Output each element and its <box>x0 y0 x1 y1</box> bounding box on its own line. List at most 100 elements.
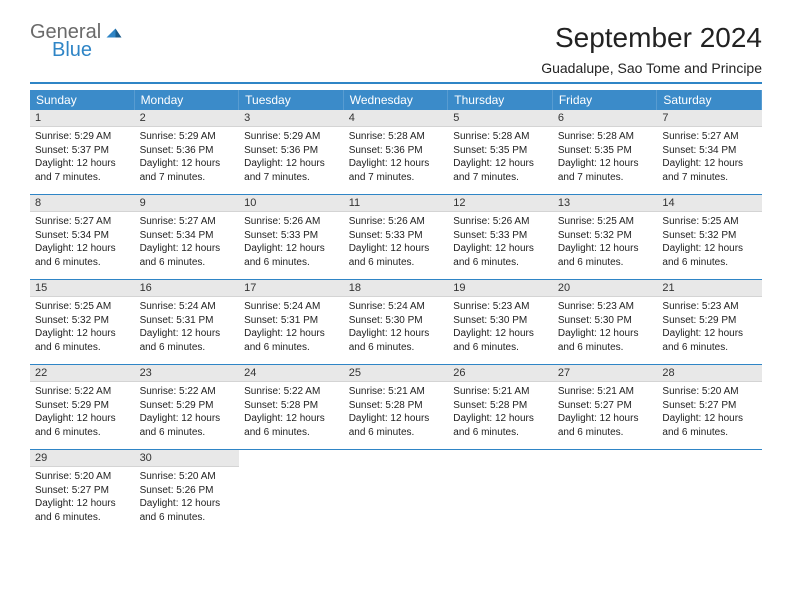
logo-triangle-icon <box>103 24 125 42</box>
sunset-text: Sunset: 5:34 PM <box>140 229 235 243</box>
sunset-text: Sunset: 5:29 PM <box>140 399 235 413</box>
sunrise-text: Sunrise: 5:29 AM <box>35 130 130 144</box>
sunset-text: Sunset: 5:36 PM <box>244 144 339 158</box>
day-cell: 27Sunrise: 5:21 AMSunset: 5:27 PMDayligh… <box>553 365 658 447</box>
day-number: 29 <box>30 450 135 467</box>
dayname-sunday: Sunday <box>30 90 135 110</box>
logo-text-blue: Blue <box>30 40 101 60</box>
daylight-text: Daylight: 12 hours and 7 minutes. <box>244 157 339 184</box>
sunrise-text: Sunrise: 5:23 AM <box>453 300 548 314</box>
day-cell: .. <box>239 450 344 532</box>
sunset-text: Sunset: 5:34 PM <box>35 229 130 243</box>
sunset-text: Sunset: 5:31 PM <box>140 314 235 328</box>
sunset-text: Sunset: 5:31 PM <box>244 314 339 328</box>
day-body: Sunrise: 5:26 AMSunset: 5:33 PMDaylight:… <box>448 212 553 277</box>
day-number: 6 <box>553 110 658 127</box>
daylight-text: Daylight: 12 hours and 6 minutes. <box>558 412 653 439</box>
day-number: 24 <box>239 365 344 382</box>
sunset-text: Sunset: 5:27 PM <box>35 484 130 498</box>
day-number: 17 <box>239 280 344 297</box>
day-cell: 9Sunrise: 5:27 AMSunset: 5:34 PMDaylight… <box>135 195 240 277</box>
day-cell: 7Sunrise: 5:27 AMSunset: 5:34 PMDaylight… <box>657 110 762 192</box>
week-row: 8Sunrise: 5:27 AMSunset: 5:34 PMDaylight… <box>30 195 762 277</box>
sunrise-text: Sunrise: 5:21 AM <box>558 385 653 399</box>
daylight-text: Daylight: 12 hours and 6 minutes. <box>662 412 757 439</box>
sunrise-text: Sunrise: 5:28 AM <box>349 130 444 144</box>
day-body: Sunrise: 5:24 AMSunset: 5:31 PMDaylight:… <box>239 297 344 362</box>
daylight-text: Daylight: 12 hours and 7 minutes. <box>662 157 757 184</box>
sunrise-text: Sunrise: 5:26 AM <box>244 215 339 229</box>
day-body: Sunrise: 5:20 AMSunset: 5:26 PMDaylight:… <box>135 467 240 532</box>
week-row: 15Sunrise: 5:25 AMSunset: 5:32 PMDayligh… <box>30 280 762 362</box>
dayname-tuesday: Tuesday <box>239 90 344 110</box>
sunset-text: Sunset: 5:28 PM <box>349 399 444 413</box>
sunset-text: Sunset: 5:35 PM <box>453 144 548 158</box>
day-body: Sunrise: 5:20 AMSunset: 5:27 PMDaylight:… <box>30 467 135 532</box>
day-cell: 24Sunrise: 5:22 AMSunset: 5:28 PMDayligh… <box>239 365 344 447</box>
day-number: 26 <box>448 365 553 382</box>
day-number: 11 <box>344 195 449 212</box>
day-number: 19 <box>448 280 553 297</box>
day-cell: 17Sunrise: 5:24 AMSunset: 5:31 PMDayligh… <box>239 280 344 362</box>
day-body: Sunrise: 5:21 AMSunset: 5:27 PMDaylight:… <box>553 382 658 447</box>
sunrise-text: Sunrise: 5:29 AM <box>140 130 235 144</box>
day-number: 7 <box>657 110 762 127</box>
day-cell: .. <box>657 450 762 532</box>
day-cell: 6Sunrise: 5:28 AMSunset: 5:35 PMDaylight… <box>553 110 658 192</box>
daylight-text: Daylight: 12 hours and 6 minutes. <box>662 242 757 269</box>
day-body: Sunrise: 5:21 AMSunset: 5:28 PMDaylight:… <box>344 382 449 447</box>
daylight-text: Daylight: 12 hours and 6 minutes. <box>140 327 235 354</box>
sunrise-text: Sunrise: 5:21 AM <box>349 385 444 399</box>
day-body: Sunrise: 5:28 AMSunset: 5:35 PMDaylight:… <box>553 127 658 192</box>
day-number: 25 <box>344 365 449 382</box>
sunrise-text: Sunrise: 5:23 AM <box>662 300 757 314</box>
day-cell: 8Sunrise: 5:27 AMSunset: 5:34 PMDaylight… <box>30 195 135 277</box>
daylight-text: Daylight: 12 hours and 6 minutes. <box>140 242 235 269</box>
day-body: Sunrise: 5:27 AMSunset: 5:34 PMDaylight:… <box>30 212 135 277</box>
sunset-text: Sunset: 5:37 PM <box>35 144 130 158</box>
sunset-text: Sunset: 5:30 PM <box>349 314 444 328</box>
sunset-text: Sunset: 5:35 PM <box>558 144 653 158</box>
sunset-text: Sunset: 5:30 PM <box>453 314 548 328</box>
day-cell: 14Sunrise: 5:25 AMSunset: 5:32 PMDayligh… <box>657 195 762 277</box>
daylight-text: Daylight: 12 hours and 6 minutes. <box>140 412 235 439</box>
day-cell: .. <box>553 450 658 532</box>
day-cell: 28Sunrise: 5:20 AMSunset: 5:27 PMDayligh… <box>657 365 762 447</box>
week-row: 1Sunrise: 5:29 AMSunset: 5:37 PMDaylight… <box>30 110 762 192</box>
sunset-text: Sunset: 5:36 PM <box>140 144 235 158</box>
day-number: 16 <box>135 280 240 297</box>
day-cell: 15Sunrise: 5:25 AMSunset: 5:32 PMDayligh… <box>30 280 135 362</box>
day-cell: 12Sunrise: 5:26 AMSunset: 5:33 PMDayligh… <box>448 195 553 277</box>
day-number: 12 <box>448 195 553 212</box>
day-cell: 11Sunrise: 5:26 AMSunset: 5:33 PMDayligh… <box>344 195 449 277</box>
day-number: 27 <box>553 365 658 382</box>
day-number: 20 <box>553 280 658 297</box>
dayname-thursday: Thursday <box>448 90 553 110</box>
day-body: Sunrise: 5:22 AMSunset: 5:28 PMDaylight:… <box>239 382 344 447</box>
sunrise-text: Sunrise: 5:29 AM <box>244 130 339 144</box>
sunrise-text: Sunrise: 5:24 AM <box>244 300 339 314</box>
day-cell: 25Sunrise: 5:21 AMSunset: 5:28 PMDayligh… <box>344 365 449 447</box>
daylight-text: Daylight: 12 hours and 6 minutes. <box>35 497 130 524</box>
day-body: Sunrise: 5:21 AMSunset: 5:28 PMDaylight:… <box>448 382 553 447</box>
day-body: Sunrise: 5:27 AMSunset: 5:34 PMDaylight:… <box>135 212 240 277</box>
day-cell: 18Sunrise: 5:24 AMSunset: 5:30 PMDayligh… <box>344 280 449 362</box>
sunrise-text: Sunrise: 5:27 AM <box>35 215 130 229</box>
weeks-container: 1Sunrise: 5:29 AMSunset: 5:37 PMDaylight… <box>30 110 762 532</box>
daylight-text: Daylight: 12 hours and 7 minutes. <box>140 157 235 184</box>
sunrise-text: Sunrise: 5:20 AM <box>35 470 130 484</box>
week-row: 29Sunrise: 5:20 AMSunset: 5:27 PMDayligh… <box>30 450 762 532</box>
sunset-text: Sunset: 5:32 PM <box>558 229 653 243</box>
page-title: September 2024 <box>541 22 762 54</box>
day-number: 3 <box>239 110 344 127</box>
logo-text: General Blue <box>30 22 101 60</box>
day-body: Sunrise: 5:22 AMSunset: 5:29 PMDaylight:… <box>135 382 240 447</box>
header: General Blue September 2024 Guadalupe, S… <box>30 22 762 76</box>
day-number: 5 <box>448 110 553 127</box>
sunrise-text: Sunrise: 5:20 AM <box>662 385 757 399</box>
sunrise-text: Sunrise: 5:28 AM <box>453 130 548 144</box>
dayname-saturday: Saturday <box>657 90 762 110</box>
day-cell: 22Sunrise: 5:22 AMSunset: 5:29 PMDayligh… <box>30 365 135 447</box>
day-number: 18 <box>344 280 449 297</box>
day-body: Sunrise: 5:28 AMSunset: 5:35 PMDaylight:… <box>448 127 553 192</box>
